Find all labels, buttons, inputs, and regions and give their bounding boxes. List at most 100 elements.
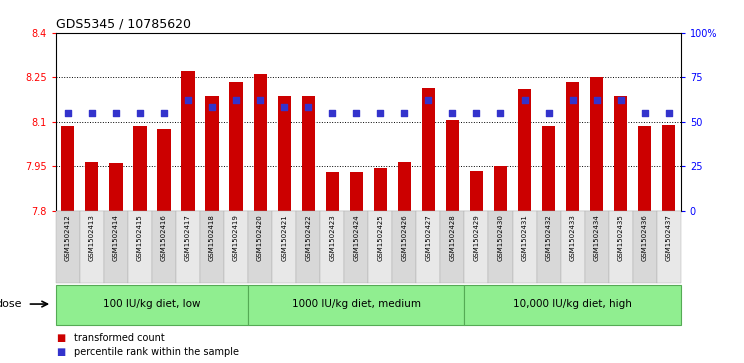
Text: GSM1502436: GSM1502436 (642, 214, 648, 261)
Bar (296, 211, 320, 283)
Bar (56, 211, 80, 283)
Point (278, 105, 290, 110)
Text: GSM1502431: GSM1502431 (522, 214, 527, 261)
Text: GSM1502435: GSM1502435 (618, 214, 623, 261)
Point (327, 110, 339, 115)
Bar (560, 211, 585, 283)
Point (158, 110, 170, 115)
Bar (542, 126, 555, 211)
Point (374, 110, 386, 115)
Point (470, 110, 482, 115)
Text: 10,000 IU/kg diet, high: 10,000 IU/kg diet, high (513, 299, 632, 309)
Bar (152, 211, 176, 283)
Text: GSM1502419: GSM1502419 (233, 214, 239, 261)
Point (62, 110, 74, 115)
Bar (513, 211, 536, 283)
Bar (128, 211, 152, 283)
Bar (518, 89, 531, 211)
Point (519, 97, 530, 103)
Text: GSM1502428: GSM1502428 (449, 214, 455, 261)
Text: GSM1502423: GSM1502423 (330, 214, 336, 261)
Bar (373, 168, 387, 211)
Text: GSM1502426: GSM1502426 (401, 214, 407, 261)
Text: GSM1502434: GSM1502434 (594, 214, 600, 261)
Bar (80, 211, 104, 283)
Point (230, 97, 242, 103)
Point (350, 110, 362, 115)
Bar (109, 163, 123, 211)
Point (567, 97, 579, 103)
Bar (182, 71, 195, 211)
Text: 1000 IU/kg diet, medium: 1000 IU/kg diet, medium (292, 299, 421, 309)
Text: GSM1502430: GSM1502430 (498, 214, 504, 261)
Bar (417, 211, 440, 283)
Bar (158, 129, 170, 211)
Bar (104, 211, 128, 283)
Bar (301, 97, 315, 211)
Bar (176, 211, 200, 283)
Bar (662, 125, 676, 211)
Bar (585, 211, 609, 283)
Text: GSM1502424: GSM1502424 (353, 214, 359, 261)
Text: GSM1502415: GSM1502415 (137, 214, 143, 261)
Bar (61, 126, 74, 211)
Bar (344, 211, 368, 283)
Bar (536, 211, 560, 283)
Bar (248, 285, 464, 325)
Text: GSM1502413: GSM1502413 (89, 214, 94, 261)
Bar (56, 285, 248, 325)
Bar (368, 211, 392, 283)
Bar (224, 211, 248, 283)
Bar (590, 77, 603, 211)
Text: GSM1502427: GSM1502427 (426, 214, 432, 261)
Bar (254, 74, 267, 211)
Text: GSM1502416: GSM1502416 (161, 214, 167, 261)
Bar (494, 166, 507, 211)
Bar (86, 162, 98, 211)
Bar (326, 172, 339, 211)
Bar (422, 87, 435, 211)
Text: GSM1502437: GSM1502437 (666, 214, 672, 261)
Text: GSM1502433: GSM1502433 (570, 214, 576, 261)
Bar (489, 211, 513, 283)
Point (423, 97, 434, 103)
Point (182, 97, 194, 103)
Bar (566, 82, 580, 211)
Text: GDS5345 / 10785620: GDS5345 / 10785620 (56, 17, 190, 30)
Text: GSM1502420: GSM1502420 (257, 214, 263, 261)
Text: GSM1502421: GSM1502421 (281, 214, 287, 261)
Text: GSM1502414: GSM1502414 (113, 214, 119, 261)
Bar (638, 126, 651, 211)
Bar (205, 97, 219, 211)
Bar (278, 97, 291, 211)
Point (254, 97, 266, 103)
Text: ■: ■ (56, 347, 65, 357)
Point (446, 110, 458, 115)
Bar (446, 120, 459, 211)
Point (663, 110, 675, 115)
Bar (464, 285, 681, 325)
Bar (470, 171, 483, 211)
Text: GSM1502429: GSM1502429 (473, 214, 479, 261)
Text: percentile rank within the sample: percentile rank within the sample (74, 347, 240, 357)
Text: GSM1502417: GSM1502417 (185, 214, 191, 261)
Text: ■: ■ (56, 333, 65, 343)
Bar (464, 211, 489, 283)
Text: GSM1502418: GSM1502418 (209, 214, 215, 261)
Point (86, 110, 97, 115)
Bar (229, 82, 243, 211)
Bar (632, 211, 657, 283)
Point (495, 110, 507, 115)
Point (206, 105, 218, 110)
Bar (609, 211, 632, 283)
Text: transformed count: transformed count (74, 333, 165, 343)
Bar (392, 211, 417, 283)
Bar (200, 211, 224, 283)
Bar (350, 172, 363, 211)
Bar (657, 211, 681, 283)
Bar (248, 211, 272, 283)
Text: dose: dose (0, 299, 22, 309)
Point (591, 97, 603, 103)
Point (134, 110, 146, 115)
Text: GSM1502412: GSM1502412 (65, 214, 71, 261)
